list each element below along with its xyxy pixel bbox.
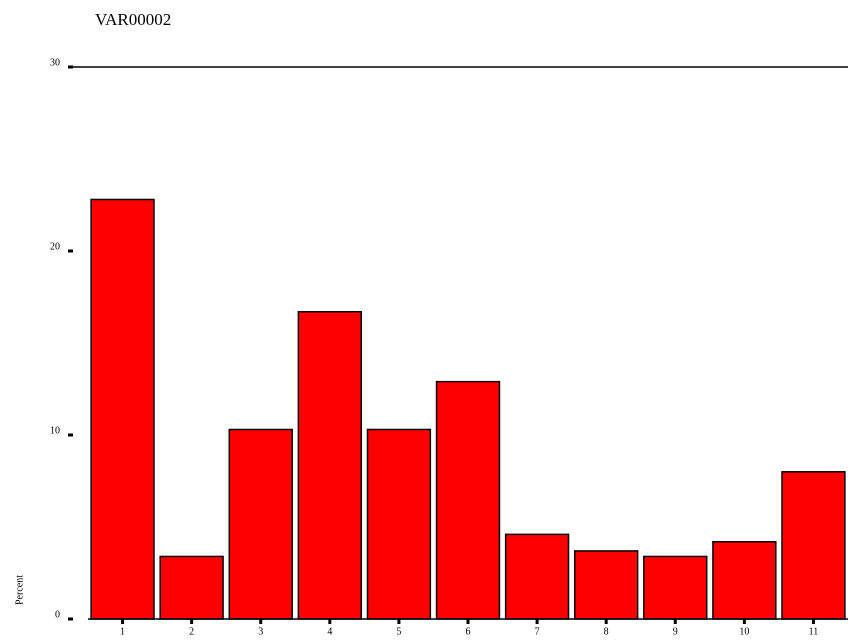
x-tick-label: 2 <box>189 626 194 637</box>
x-tick-label: 3 <box>258 626 263 637</box>
y-tick-label: 30 <box>50 57 60 68</box>
bar <box>573 550 639 620</box>
bar <box>228 428 293 620</box>
bar <box>435 380 501 620</box>
x-tick-label: 1 <box>120 626 125 637</box>
bar <box>366 428 432 620</box>
y-tick-label: 10 <box>50 425 60 436</box>
y-tick-label: 20 <box>50 241 60 252</box>
x-tick-label: 10 <box>739 626 749 637</box>
bar <box>297 310 363 620</box>
x-tick-label: 4 <box>327 626 332 637</box>
x-tick-label: 9 <box>673 626 678 637</box>
bar <box>90 198 155 620</box>
x-tick-label: 8 <box>604 626 609 637</box>
bar <box>159 555 224 620</box>
x-tick-label: 11 <box>809 626 819 637</box>
bar <box>643 555 708 620</box>
bar <box>781 471 846 620</box>
x-tick-label: 6 <box>466 626 471 637</box>
x-tick-label: 7 <box>535 626 540 637</box>
y-axis-label: Percent <box>14 575 25 605</box>
y-tick-label: 0 <box>55 609 60 620</box>
chart-title: VAR00002 <box>95 10 171 29</box>
bar <box>504 533 570 620</box>
bar <box>712 540 777 620</box>
x-tick-label: 5 <box>396 626 401 637</box>
